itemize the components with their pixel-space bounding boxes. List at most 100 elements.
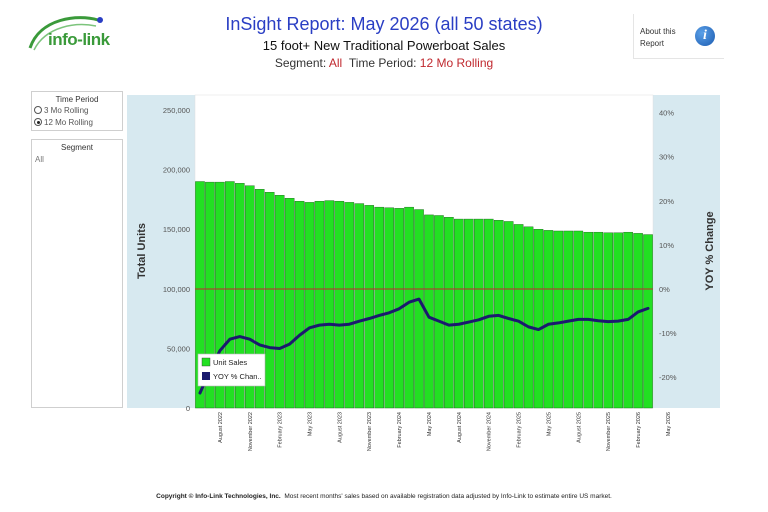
legend-swatch-line	[202, 372, 210, 380]
legend-label-line: YOY % Chan..	[213, 372, 262, 381]
report-title: InSight Report: May 2026 (all 50 states)	[225, 14, 543, 34]
bar	[225, 181, 235, 409]
bar	[643, 234, 653, 409]
y2-axis-label: YOY % Change	[704, 211, 716, 290]
y-tick-label: 200,000	[163, 166, 190, 175]
bar	[264, 192, 275, 409]
bar	[444, 217, 454, 409]
y-tick-label: 250,000	[163, 106, 190, 115]
time-period-filter: Time Period 3 Mo Rolling 12 Mo Rolling	[31, 91, 123, 131]
segment-filter: Segment All	[31, 139, 123, 408]
bar	[464, 218, 474, 409]
bar	[324, 200, 335, 409]
period-label: Time Period:	[348, 56, 417, 70]
x-tick-label: November 2022	[248, 412, 254, 451]
x-tick-label: February 2023	[278, 412, 284, 448]
bar	[344, 202, 355, 409]
footer: Copyright © Info-Link Technologies, Inc.…	[0, 493, 768, 500]
segment-value: All	[328, 56, 343, 70]
y2-tick-label: 20%	[659, 197, 674, 206]
x-tick-label: November 2024	[487, 412, 493, 451]
x-tick-label: August 2022	[218, 412, 224, 443]
bar	[215, 181, 225, 409]
bar	[254, 189, 265, 409]
segment-title: Segment	[60, 143, 94, 152]
y-tick-label: 50,000	[167, 344, 190, 353]
bar	[633, 233, 643, 409]
bar	[404, 206, 414, 409]
x-tick-label: May 2025	[546, 412, 552, 436]
report-subtitle: 15 foot+ New Traditional Powerboat Sales	[262, 38, 506, 53]
bar	[354, 203, 365, 409]
x-tick-label: August 2025	[576, 412, 582, 443]
x-tick-label: May 2024	[427, 412, 433, 436]
bar	[473, 218, 484, 409]
legend-swatch-bars	[201, 357, 211, 367]
legend: Unit Sales YOY % Chan..	[197, 353, 266, 387]
y-tick-label: 0	[186, 404, 190, 413]
period-value: 12 Mo Rolling	[419, 56, 494, 70]
y-axis-label: Total Units	[136, 223, 148, 279]
footer-note: Most recent months' sales based on avail…	[284, 493, 612, 500]
bar	[483, 218, 494, 409]
bar	[384, 207, 394, 409]
y2-tick-label: 10%	[659, 241, 674, 250]
radio-label-12mo: 12 Mo Rolling	[44, 117, 93, 127]
x-tick-label: August 2024	[457, 412, 463, 443]
bar	[314, 200, 325, 409]
bar	[434, 215, 444, 409]
info-icon[interactable]: i	[695, 26, 715, 46]
y-tick-label: 150,000	[163, 225, 190, 234]
x-tick-label: February 2025	[517, 412, 523, 448]
y2-tick-label: 30%	[659, 153, 674, 162]
radio-12mo[interactable]: 12 Mo Rolling	[34, 116, 122, 128]
left-axis-band	[127, 95, 195, 408]
y2-tick-label: 40%	[659, 109, 674, 118]
yoy-line	[198, 297, 650, 395]
x-tick-label: November 2023	[367, 412, 373, 451]
x-tick-label: May 2026	[666, 412, 672, 436]
y2-tick-label: 0%	[659, 285, 670, 294]
y-tick-label: 100,000	[163, 285, 190, 294]
bar	[304, 202, 315, 409]
logo-text: info-link	[48, 30, 110, 49]
x-tick-label: May 2023	[308, 412, 314, 436]
bar	[244, 185, 255, 409]
bar	[523, 226, 534, 409]
about-report-label: About this Report	[640, 27, 676, 48]
bar	[533, 228, 544, 409]
bar	[374, 206, 384, 409]
bar	[274, 195, 285, 409]
x-tick-label: February 2024	[397, 412, 403, 448]
y2-tick-label: -10%	[659, 329, 677, 338]
segment-list-item[interactable]: All	[35, 155, 44, 164]
bar	[454, 218, 464, 409]
radio-label-3mo: 3 Mo Rolling	[44, 105, 89, 115]
info-link-logo	[26, 12, 136, 56]
radio-button[interactable]	[34, 106, 42, 114]
x-tick-label: February 2026	[636, 412, 642, 448]
legend-label-bars: Unit Sales	[213, 358, 247, 367]
bar	[543, 230, 554, 409]
x-tick-label: November 2025	[606, 412, 612, 451]
bar	[414, 209, 424, 409]
radio-3mo[interactable]: 3 Mo Rolling	[34, 104, 122, 116]
y2-tick-label: -20%	[659, 373, 677, 382]
bar	[503, 221, 514, 409]
bar	[553, 230, 564, 409]
x-tick-label: August 2023	[337, 412, 343, 443]
segment-label: Segment:	[274, 56, 327, 70]
bar	[195, 181, 205, 409]
copyright: Copyright © Info-Link Technologies, Inc.	[156, 493, 281, 500]
bar	[205, 181, 215, 409]
bar	[513, 224, 524, 409]
about-report-button[interactable]: About this Report i	[633, 14, 724, 59]
right-axis-band	[653, 95, 720, 408]
bar	[334, 200, 345, 409]
bar	[235, 183, 245, 409]
bar	[364, 205, 375, 409]
bar	[294, 200, 305, 409]
time-period-title: Time Period	[55, 95, 99, 104]
radio-button-selected[interactable]	[34, 118, 42, 126]
